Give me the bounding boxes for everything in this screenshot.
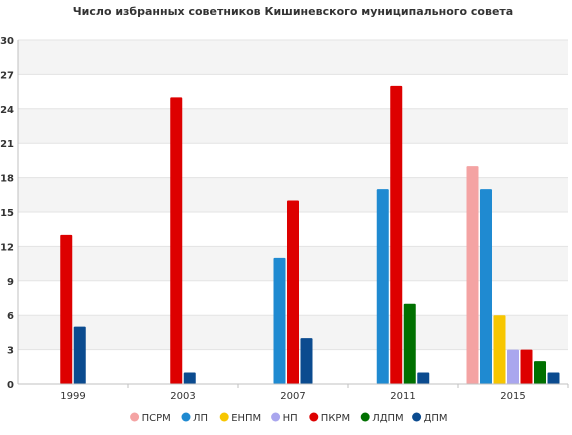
x-tick-label: 2007	[280, 391, 305, 402]
legend-label: ПКРМ	[321, 413, 350, 424]
legend-label: НП	[283, 413, 298, 424]
y-tick-label: 3	[7, 346, 14, 357]
bar-ЛП-2015	[480, 189, 492, 384]
bar-ПКРМ-2015	[520, 349, 533, 384]
bar-ЛП-2011	[376, 189, 389, 384]
legend[interactable]: ПСРМ ЛП ЕНПМ НП ПКРМ ЛДПМ ДПМ	[130, 412, 448, 425]
plot-band	[18, 108, 568, 144]
y-tick-label: 21	[0, 139, 14, 150]
legend-label: ЛП	[193, 413, 208, 424]
y-tick-label: 24	[0, 105, 14, 116]
y-tick-label: 18	[0, 174, 14, 185]
x-axis-ticks: 1999 2003 2007 2011 2015	[60, 391, 525, 402]
bar-НП-2015	[507, 349, 519, 384]
legend-marker	[219, 412, 229, 422]
legend-label: ПСРМ	[142, 413, 171, 424]
legend-marker	[130, 412, 140, 422]
legend-item-ЛП[interactable]: ЛП	[181, 412, 209, 425]
bar-ДПМ-1999	[73, 326, 86, 384]
bar-ПКРМ-2007	[287, 200, 299, 384]
legend-label: ЕНПМ	[231, 413, 261, 424]
legend-marker	[412, 412, 422, 422]
x-tick-label: 2003	[170, 391, 195, 402]
y-tick-label: 6	[7, 311, 14, 322]
bar-ДПМ-2007	[300, 338, 313, 384]
y-tick-label: 30	[0, 36, 14, 47]
bars	[60, 85, 560, 384]
plot-band	[18, 40, 568, 75]
legend-item-ЕНПМ[interactable]: ЕНПМ	[219, 412, 262, 425]
legend-marker	[309, 412, 319, 422]
legend-item-ЛДПМ[interactable]: ЛДПМ	[360, 412, 404, 425]
legend-label: ЛДПМ	[372, 413, 403, 424]
bar-ЛДПМ-2015	[534, 361, 546, 384]
x-tick-label: 2011	[390, 391, 415, 402]
bar-ЛДПМ-2011	[403, 303, 416, 384]
y-tick-label: 12	[0, 242, 14, 253]
bar-ПКРМ-2011	[390, 85, 403, 384]
legend-item-ДПМ[interactable]: ДПМ	[412, 412, 448, 425]
x-tick-label: 2015	[500, 391, 525, 402]
y-axis-ticks: 0 3 6 9 12 15 18 21 24 27 30	[0, 36, 14, 391]
bar-ЕНПМ-2015	[493, 315, 506, 384]
legend-item-ПСРМ[interactable]: ПСРМ	[130, 412, 171, 425]
y-tick-label: 9	[7, 277, 14, 288]
legend-item-ПКРМ[interactable]: ПКРМ	[309, 412, 350, 425]
bar-ПКРМ-1999	[60, 234, 73, 384]
chart-title: Число избранных советников Кишиневского …	[73, 5, 513, 18]
y-tick-label: 27	[0, 70, 14, 81]
y-tick-label: 15	[0, 208, 14, 219]
axes	[17, 40, 569, 388]
legend-item-НП[interactable]: НП	[271, 412, 298, 425]
bar-ПКРМ-2003	[170, 97, 183, 384]
x-tick-label: 1999	[60, 391, 85, 402]
y-tick-label: 0	[7, 380, 14, 391]
legend-marker	[360, 412, 370, 422]
bar-ПСРМ-2015	[466, 166, 479, 384]
legend-marker	[271, 412, 281, 422]
legend-label: ДПМ	[424, 413, 448, 424]
bar-ДПМ-2011	[417, 372, 430, 384]
bar-ЛП-2007	[273, 257, 286, 384]
bar-ДПМ-2015	[547, 372, 560, 384]
legend-marker	[181, 412, 191, 422]
bar-ДПМ-2003	[183, 372, 196, 384]
